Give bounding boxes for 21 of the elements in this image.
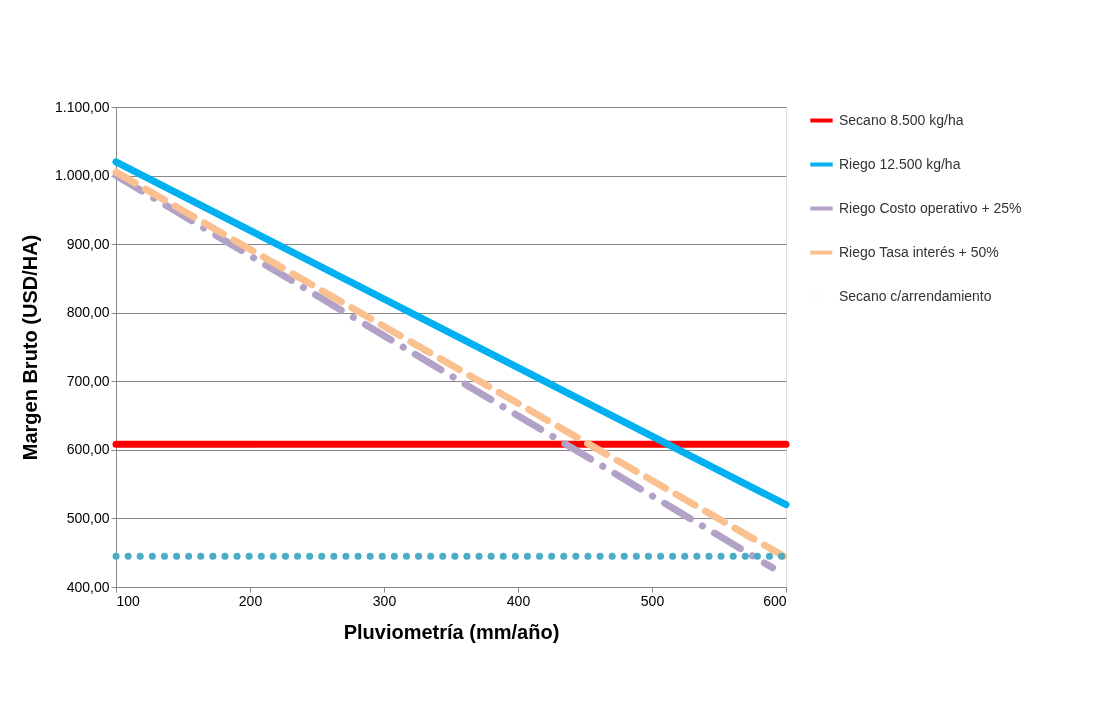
y-tick-label: 800,00 [66,304,110,321]
x-tick-label: 400 [506,592,531,609]
x-tick-label: 200 [238,592,263,609]
y-tick-label: 500,00 [66,509,110,526]
y-tick-label: 1.100,00 [55,98,110,115]
legend-label: Riego Costo operativo + 25% [839,199,1022,216]
x-tick-label: 300 [372,592,397,609]
y-tick-label: 900,00 [66,235,110,252]
x-tick-label: 100 [116,592,141,609]
y-axis-title: Margen Bruto (USD/HA) [19,234,41,461]
y-tick-label: 400,00 [66,578,110,595]
legend-label: Riego 12.500 kg/ha [839,155,961,172]
y-tick-label: 1.000,00 [55,167,110,184]
legend-label: Secano 8.500 kg/ha [839,111,964,128]
y-tick-label: 700,00 [66,372,110,389]
legend-label: Riego Tasa interés + 50% [839,243,999,260]
legend-label: Secano c/arrendamiento [839,287,992,304]
x-tick-label: 500 [640,592,665,609]
y-tick-label: 600,00 [66,441,110,458]
x-axis-title: Pluviometría (mm/año) [343,620,560,643]
x-tick-label: 600 [763,592,787,609]
